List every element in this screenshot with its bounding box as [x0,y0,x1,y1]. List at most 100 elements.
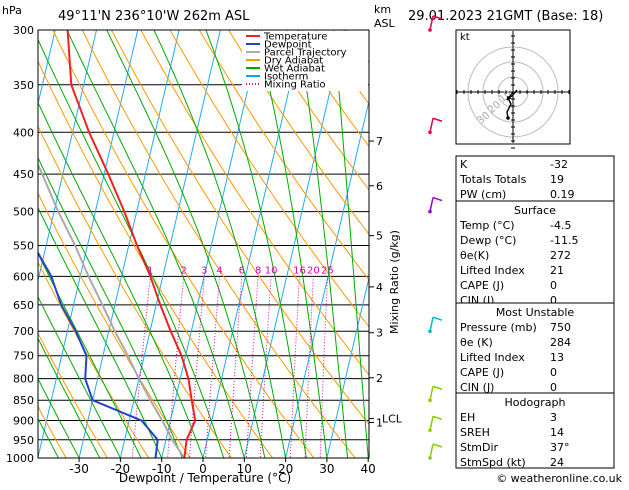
hodograph-row-1-value: 14 [550,426,564,439]
surface-row-0-label: Temp (°C) [459,219,515,232]
k-index-label: K [460,158,468,171]
pressure-tick-700: 700 [13,325,34,338]
pressure-tick-850: 850 [13,394,34,407]
dry-adiabat-290 [24,30,273,458]
isotherm-10 [244,30,344,458]
wind-barb-dot-400 [428,130,432,134]
hodograph-row-0-label: EH [460,411,475,424]
km-tick-label-7: 7 [376,135,383,148]
surface-row-2-value: 272 [550,249,571,262]
wind-barb-flag-500 [433,198,442,201]
hodograph-row-3-label: StmSpd (kt) [460,456,526,469]
wind-barb-dot-700 [428,329,432,333]
precipitable-water-value: 0.19 [550,188,575,201]
isotherm--30 [79,30,179,458]
most-unstable-row-4-label: CIN (J) [460,381,494,394]
pressure-tick-950: 950 [13,434,34,447]
datetime-title: 29.01.2023 21GMT (Base: 18) [408,9,603,24]
location-title: 49°11'N 236°10'W 262m ASL [58,9,250,24]
surface-row-0-value: -4.5 [550,219,571,232]
wind-barb-flag-850 [433,386,442,389]
hodograph-table-title: Hodograph [505,396,566,409]
wind-barb-flag-400 [433,118,442,121]
km-tick-label-4: 4 [376,281,383,294]
x-tick-label-40: 40 [361,462,376,476]
mixing-ratio-label-3: 3 [201,265,207,276]
mixing-ratio-line-2 [168,276,184,458]
mixing-ratio-line-10 [260,276,271,458]
pressure-tick-400: 400 [13,126,34,139]
wind-barb-staff-700 [430,317,433,331]
mixing-ratio-label-16: 16 [293,265,306,276]
wind-barb-staff-500 [430,198,433,212]
mixing-ratio-label-10: 10 [265,265,278,276]
hodograph-row-2-label: StmDir [460,441,499,454]
hodograph-end-dot [506,116,510,120]
pressure-tick-500: 500 [13,206,34,219]
k-index-value: -32 [550,158,568,171]
surface-row-3-value: 21 [550,264,564,277]
mixing-ratio-label-4: 4 [216,265,222,276]
isotherm-0 [203,30,303,458]
surface-row-1-label: Dewp (°C) [460,234,516,247]
wind-barb-staff-400 [430,118,433,132]
wind-barb-flag-925 [433,416,442,419]
wet-adiabat-15 [107,30,265,458]
surface-row-4-label: CAPE (J) [460,279,504,292]
most-unstable-row-1-value: 284 [550,336,571,349]
totals-totals-label: Totals Totals [459,173,527,186]
km-label: km [374,3,391,16]
most-unstable-row-4-value: 0 [550,381,557,394]
pressure-tick-800: 800 [13,373,34,386]
wind-barb-flag-700 [433,317,442,320]
hodograph-row-1-label: SREH [460,426,490,439]
surface-row-3-label: Lifted Index [460,264,525,277]
km-tick-label-6: 6 [376,180,383,193]
wind-barb-staff-1000 [430,444,433,458]
wind-barb-dot-500 [428,210,432,214]
mixing-ratio-label-1: 1 [147,265,153,276]
surface-title: Surface [514,204,556,217]
most-unstable-title: Most Unstable [496,306,575,319]
wind-barb-staff-925 [430,416,433,430]
mixing-ratio-label-8: 8 [255,265,261,276]
lcl-label: LCL [382,413,403,426]
pressure-tick-650: 650 [13,299,34,312]
hodograph-row-2-value: 37° [550,441,570,454]
wind-barb-dot-300 [428,28,432,32]
hpa-label: hPa [2,4,22,17]
pressure-tick-550: 550 [13,239,34,252]
isotherm-40 [368,30,468,458]
pressure-tick-350: 350 [13,79,34,92]
most-unstable-row-0-label: Pressure (mb) [460,321,537,334]
wind-barb-dot-925 [428,428,432,432]
asl-label: ASL [374,17,396,30]
km-tick-label-2: 2 [376,372,383,385]
precipitable-water-label: PW (cm) [460,188,506,201]
wet-adiabat--30 [0,30,79,458]
most-unstable-row-0-value: 750 [550,321,571,334]
mixing-ratio-label-6: 6 [239,265,245,276]
pressure-tick-600: 600 [13,270,34,283]
wet-adiabat-25 [206,30,306,458]
isotherm--70 [0,30,14,458]
mixing-ratio-label-20: 20 [307,265,320,276]
pressure-tick-450: 450 [13,168,34,181]
x-tick-label-30: 30 [319,462,334,476]
hodograph-row-3-value: 24 [550,456,564,469]
dry-adiabat-300 [53,30,314,458]
surface-row-2-label: θe(K) [460,249,489,262]
x-tick-label--30: -30 [69,462,89,476]
legend-label-6: Mixing Ratio [264,80,326,91]
wet-adiabat-20 [154,30,286,458]
mixing-ratio-label-2: 2 [180,265,186,276]
copyright: © weatheronline.co.uk [496,472,622,485]
wind-barbs [428,16,442,460]
dry-adiabat-340 [170,30,479,458]
pressure-axis: 3003504004505005506006507007508008509009… [6,24,34,465]
